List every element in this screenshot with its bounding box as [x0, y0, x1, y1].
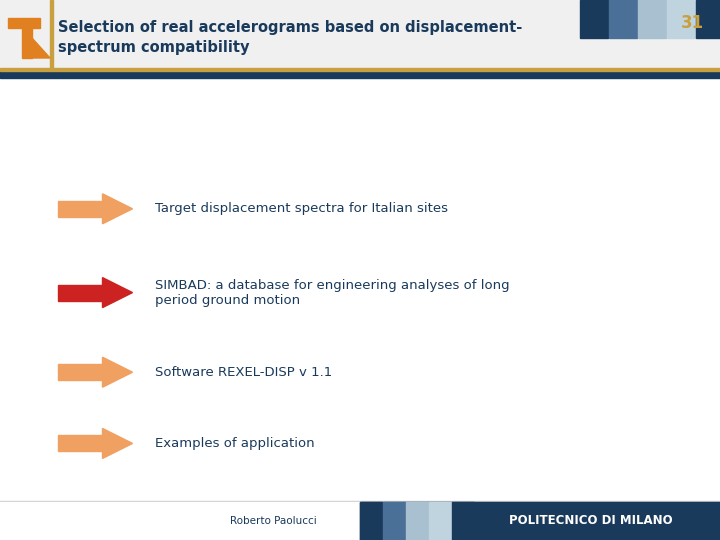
Polygon shape [102, 357, 132, 387]
Polygon shape [102, 194, 132, 224]
Bar [58, 285, 102, 301]
Bar [0, 501, 720, 502]
Text: POLITECNICO DI MILANO: POLITECNICO DI MILANO [508, 515, 672, 528]
Text: SIMBAD: a database for engineering analyses of long
period ground motion: SIMBAD: a database for engineering analy… [155, 279, 510, 307]
Text: Selection of real accelerograms based on displacement-: Selection of real accelerograms based on… [58, 20, 522, 35]
Bar [383, 502, 405, 540]
Bar [360, 502, 720, 540]
Text: 31: 31 [680, 14, 703, 32]
Bar [429, 502, 451, 540]
Bar [0, 68, 720, 71]
Bar [406, 502, 428, 540]
Bar [696, 0, 720, 38]
Text: spectrum compatibility: spectrum compatibility [58, 40, 250, 55]
Bar [0, 0, 720, 68]
Bar [8, 18, 40, 28]
Polygon shape [102, 428, 132, 458]
Bar [638, 0, 666, 38]
Polygon shape [32, 38, 50, 58]
Text: Software REXEL-DISP v 1.1: Software REXEL-DISP v 1.1 [155, 366, 332, 379]
Text: Target displacement spectra for Italian sites: Target displacement spectra for Italian … [155, 202, 448, 215]
Bar [50, 0, 53, 68]
Bar [0, 70, 720, 78]
Bar [609, 0, 637, 38]
Bar [22, 22, 32, 58]
Bar [58, 364, 102, 380]
Polygon shape [102, 278, 132, 308]
Bar [58, 201, 102, 217]
Bar [58, 435, 102, 451]
Bar [452, 502, 474, 540]
Bar [580, 0, 608, 38]
Text: Examples of application: Examples of application [155, 437, 315, 450]
Bar [360, 502, 382, 540]
Bar [667, 0, 695, 38]
Bar [0, 502, 360, 540]
Text: Roberto Paolucci: Roberto Paolucci [230, 516, 317, 526]
